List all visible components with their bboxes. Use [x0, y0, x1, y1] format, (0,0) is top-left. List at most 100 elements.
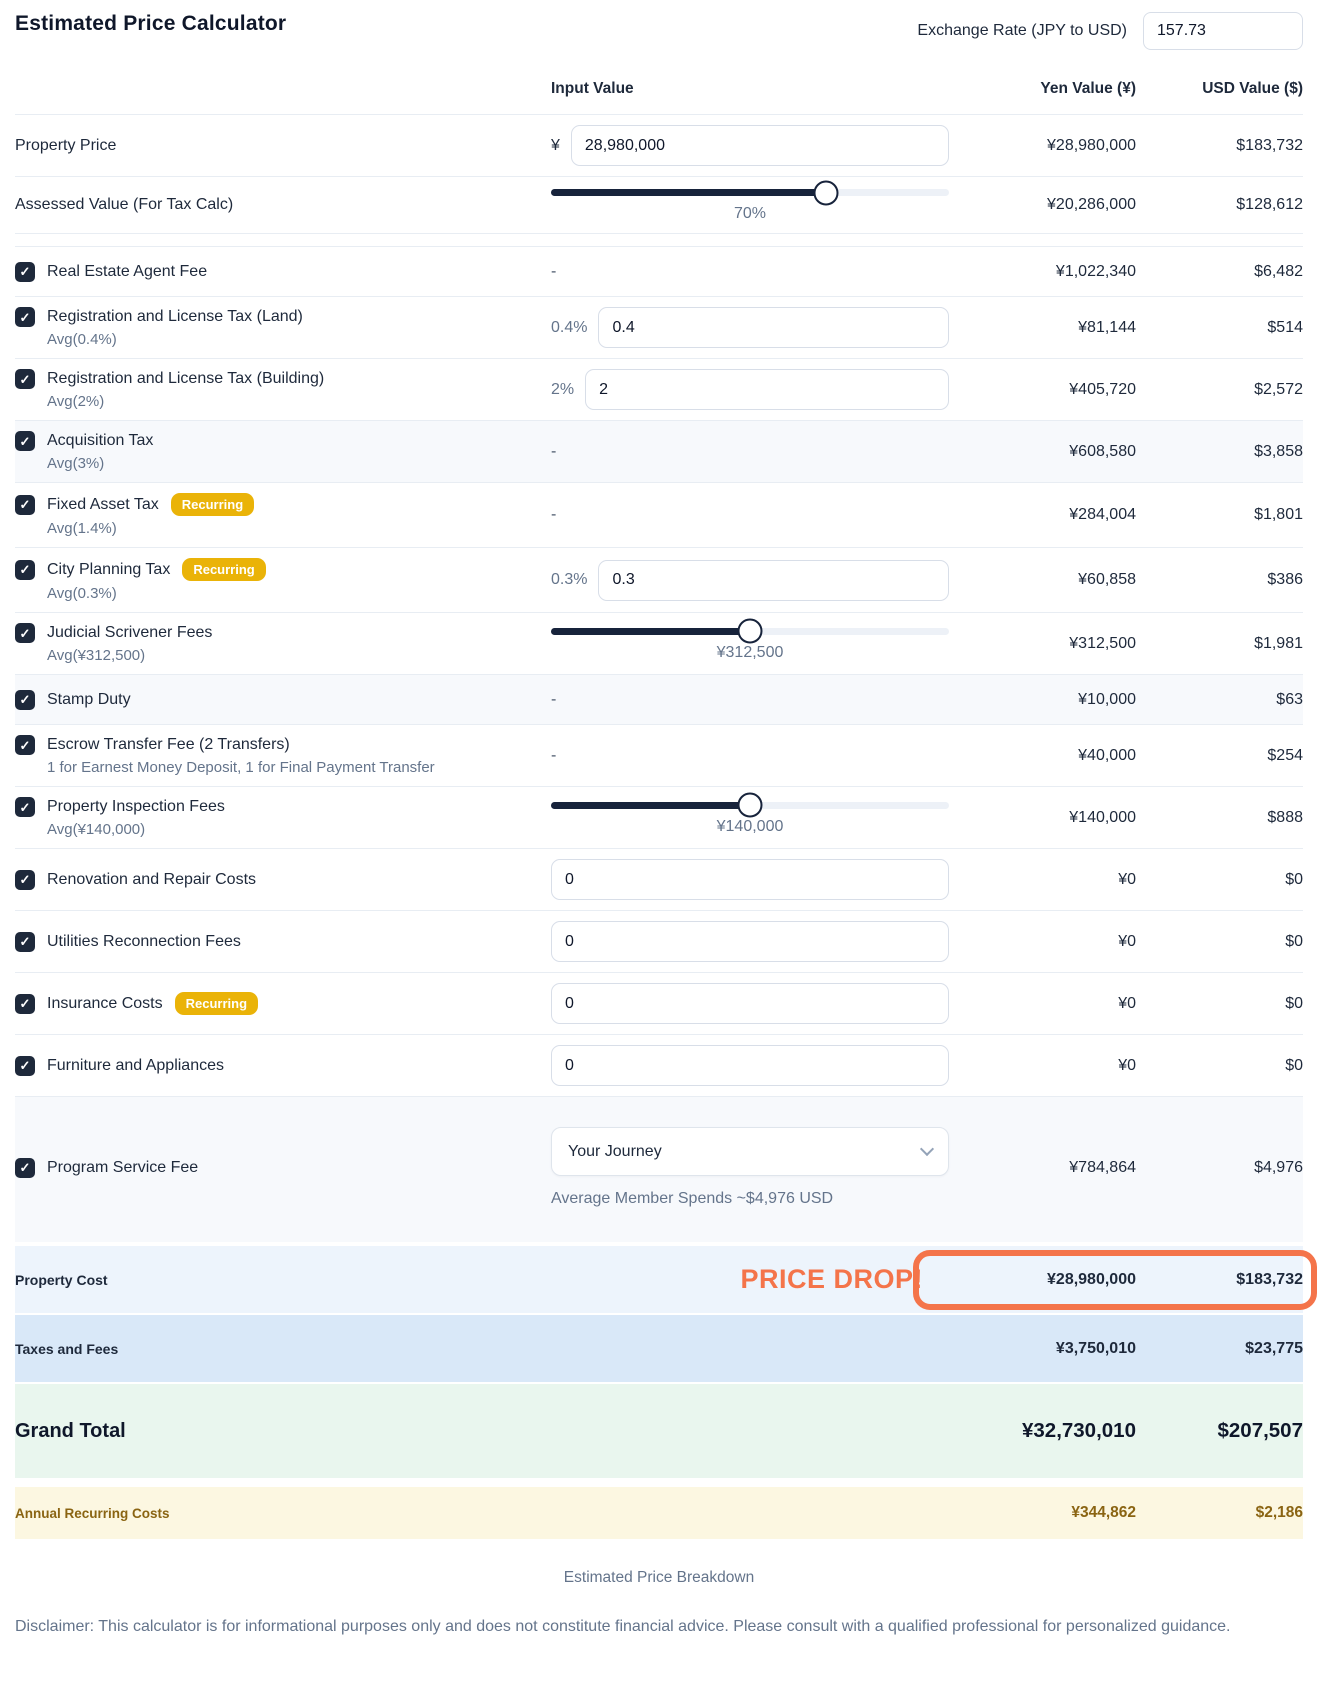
- row-checkbox[interactable]: ✓: [15, 1055, 35, 1076]
- row-value-input[interactable]: [598, 307, 949, 348]
- fee-table-body: Property Price ¥ ¥28,980,000 $183,732 As…: [15, 114, 1303, 1242]
- row-yen-value: ¥284,004: [1069, 506, 1136, 523]
- row-label: Fixed Asset Tax: [47, 495, 159, 513]
- table-row: ✓ Insurance Costs Recurring ¥0 $0: [15, 972, 1303, 1034]
- check-icon: ✓: [19, 264, 31, 279]
- row-label: Registration and License Tax (Building): [47, 370, 325, 387]
- check-icon: ✓: [19, 371, 31, 387]
- row-yen-value: ¥312,500: [1069, 634, 1136, 652]
- row-input-col: ¥140,000: [551, 792, 949, 836]
- row-sublabel: Avg(¥312,500): [47, 647, 146, 664]
- row-input-col: 70%: [551, 180, 949, 223]
- row-input-col: -: [551, 506, 949, 524]
- row-yen-value: ¥10,000: [1078, 690, 1136, 708]
- row-input-col: -: [551, 443, 949, 461]
- row-yen-value: ¥28,980,000: [1047, 136, 1136, 154]
- row-checkbox[interactable]: ✓: [15, 494, 35, 515]
- table-row: ✓ Fixed Asset Tax Recurring Avg(1.4%) - …: [15, 482, 1303, 547]
- check-icon: ✓: [19, 872, 31, 887]
- check-icon: ✓: [19, 737, 31, 753]
- check-icon: ✓: [19, 996, 31, 1011]
- slider-thumb[interactable]: [737, 792, 763, 818]
- table-row: ✓ Escrow Transfer Fee (2 Transfers) 1 fo…: [15, 724, 1303, 786]
- table-row: ✓ Renovation and Repair Costs ¥0 $0: [15, 848, 1303, 910]
- table-row: ✓ City Planning Tax Recurring Avg(0.3%) …: [15, 547, 1303, 612]
- slider-track[interactable]: [551, 618, 949, 644]
- summary-row-grand-total: Grand Total ¥32,730,010 $207,507: [15, 1384, 1303, 1478]
- annual-recurring-usd-value: $2,186: [1255, 1504, 1303, 1521]
- row-usd-value: $888: [1267, 808, 1303, 826]
- table-row: Property Price ¥ ¥28,980,000 $183,732: [15, 114, 1303, 176]
- row-value-input[interactable]: [598, 559, 949, 601]
- property-cost-label: Property Cost: [15, 1271, 108, 1288]
- row-label: City Planning Tax: [47, 560, 171, 578]
- row-label: Stamp Duty: [47, 690, 131, 708]
- column-header-usd-value: USD Value ($): [1202, 80, 1303, 97]
- row-checkbox[interactable]: ✓: [15, 869, 35, 890]
- check-icon: ✓: [19, 692, 31, 707]
- grand-total-label: Grand Total: [15, 1419, 126, 1442]
- no-input-dash: -: [551, 442, 557, 460]
- row-checkbox[interactable]: ✓: [15, 689, 35, 710]
- exchange-rate-group: Exchange Rate (JPY to USD): [917, 12, 1303, 50]
- row-slider: 70%: [551, 180, 949, 223]
- row-checkbox[interactable]: ✓: [15, 931, 35, 952]
- slider-value-label: 70%: [733, 205, 767, 222]
- row-input-col: ¥: [551, 125, 949, 166]
- row-checkbox[interactable]: ✓: [15, 559, 35, 580]
- row-checkbox[interactable]: ✓: [15, 735, 35, 755]
- row-input-col: [551, 921, 949, 962]
- row-input-col: [551, 983, 949, 1024]
- slider-thumb[interactable]: [813, 180, 839, 205]
- row-value-input[interactable]: [551, 921, 949, 962]
- table-row: ✓ Program Service Fee Your Journey Avera…: [15, 1096, 1303, 1242]
- row-value-input[interactable]: [551, 1045, 949, 1086]
- select-note: Average Member Spends ~$4,976 USD: [551, 1190, 834, 1207]
- input-prefix: 0.3%: [551, 571, 588, 588]
- section-divider: [15, 233, 1303, 246]
- row-checkbox[interactable]: ✓: [15, 307, 35, 327]
- row-yen-value: ¥0: [1118, 994, 1136, 1012]
- slider-track[interactable]: [551, 792, 949, 818]
- exchange-rate-input[interactable]: [1143, 12, 1303, 50]
- grand-total-yen-value: ¥32,730,010: [1021, 1419, 1136, 1442]
- row-value-input[interactable]: [570, 125, 949, 166]
- row-checkbox[interactable]: ✓: [15, 993, 35, 1014]
- row-value-input[interactable]: [585, 369, 949, 410]
- program-select[interactable]: Your Journey: [551, 1127, 949, 1176]
- row-slider: ¥312,500: [551, 618, 949, 662]
- row-usd-value: $183,732: [1236, 136, 1303, 154]
- row-usd-value: $3,858: [1254, 442, 1303, 460]
- row-yen-value: ¥784,864: [1069, 1158, 1136, 1176]
- check-icon: ✓: [19, 799, 31, 815]
- row-checkbox[interactable]: ✓: [15, 623, 35, 643]
- taxes-fees-label: Taxes and Fees: [15, 1340, 119, 1357]
- recurring-badge: Recurring: [174, 992, 259, 1015]
- row-label: Furniture and Appliances: [47, 1056, 224, 1074]
- table-row: ✓ Judicial Scrivener Fees Avg(¥312,500) …: [15, 612, 1303, 674]
- check-icon: ✓: [19, 1058, 31, 1073]
- slider-fill: [551, 189, 826, 196]
- row-value-input[interactable]: [551, 859, 949, 900]
- check-icon: ✓: [19, 309, 31, 325]
- row-checkbox[interactable]: ✓: [15, 369, 35, 389]
- row-yen-value: ¥0: [1118, 1056, 1136, 1074]
- column-header-input-value: Input Value: [551, 80, 634, 97]
- row-label: Real Estate Agent Fee: [47, 262, 208, 280]
- check-icon: ✓: [19, 497, 31, 512]
- estimated-price-breakdown-caption: Estimated Price Breakdown: [563, 1569, 755, 1586]
- row-checkbox[interactable]: ✓: [15, 431, 35, 451]
- row-value-input[interactable]: [551, 983, 949, 1024]
- column-header-yen-value: Yen Value (¥): [1040, 80, 1136, 97]
- row-checkbox[interactable]: ✓: [15, 1157, 35, 1178]
- table-row: ✓ Registration and License Tax (Building…: [15, 358, 1303, 420]
- slider-thumb[interactable]: [737, 618, 763, 644]
- row-usd-value: $1,981: [1254, 634, 1303, 652]
- row-checkbox[interactable]: ✓: [15, 261, 35, 282]
- slider-track[interactable]: [551, 180, 949, 205]
- property-cost-yen-value: ¥28,980,000: [1047, 1270, 1136, 1288]
- grand-total-usd-value: $207,507: [1217, 1419, 1303, 1442]
- slider-value-label: ¥312,500: [716, 643, 784, 661]
- row-checkbox[interactable]: ✓: [15, 797, 35, 817]
- row-usd-value: $63: [1276, 690, 1303, 708]
